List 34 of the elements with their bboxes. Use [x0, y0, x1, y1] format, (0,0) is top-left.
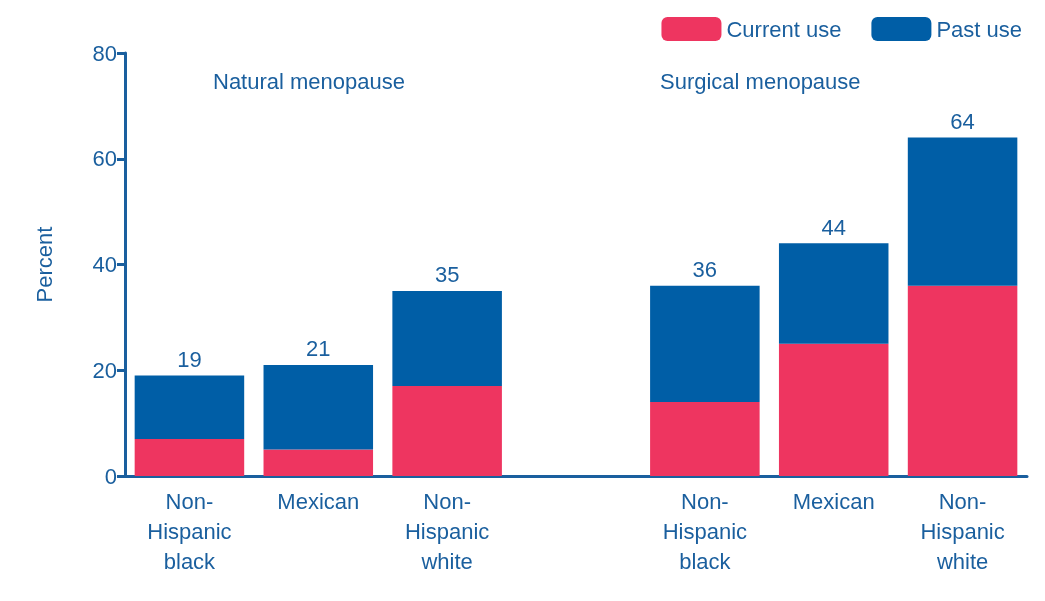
bar	[134, 438, 245, 476]
y-tick-label: 40	[92, 252, 117, 277]
bar	[263, 449, 374, 476]
annotation: Surgical menopause	[660, 68, 861, 94]
x-tick-label: Mexican	[792, 488, 875, 514]
total-label: 36	[692, 257, 718, 283]
total-label: 35	[434, 262, 460, 288]
annotation: Natural menopause	[213, 68, 406, 94]
bar	[650, 401, 760, 476]
bar	[778, 343, 889, 476]
x-tick-label: Non- Hispanic black	[662, 488, 748, 574]
bar	[392, 290, 502, 387]
x-tick-label: Non- Hispanic white	[404, 488, 490, 574]
bar	[907, 285, 1018, 476]
total-label: 44	[821, 214, 846, 240]
bar	[134, 375, 245, 439]
y-tick-label: 80	[92, 40, 117, 66]
y-tick-label: 20	[92, 357, 117, 383]
y-tick-label: 60	[92, 146, 117, 172]
bar	[263, 364, 374, 450]
x-tick-label: Non- Hispanic white	[920, 488, 1005, 574]
total-label: 19	[177, 347, 202, 373]
bar	[907, 137, 1018, 286]
legend-label: Current use	[726, 16, 842, 42]
x-tick-label: Non- Hispanic black	[147, 488, 232, 574]
x-tick-label: Mexican	[277, 488, 360, 514]
legend-label: Past use	[936, 16, 1022, 42]
total-label: 64	[950, 109, 975, 135]
bar	[650, 285, 760, 402]
total-label: 21	[306, 336, 331, 362]
y-axis-title: Percent	[31, 226, 57, 303]
bar	[392, 386, 502, 476]
y-tick-label: 0	[104, 463, 117, 489]
bar	[778, 243, 889, 344]
